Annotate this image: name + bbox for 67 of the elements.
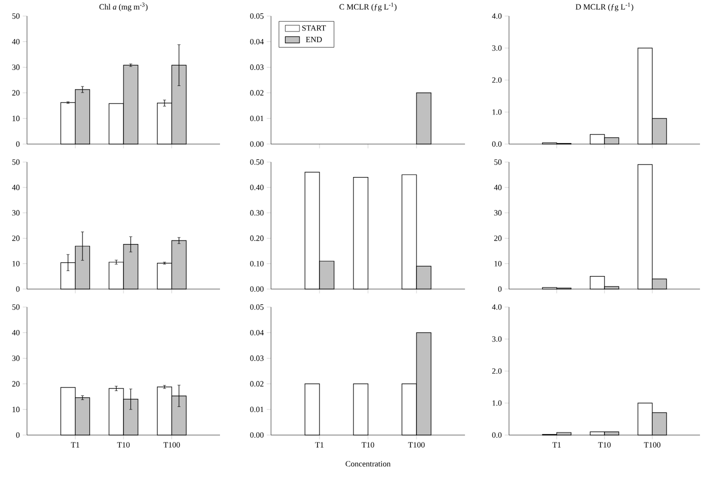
y-tick-label: 1.0 (492, 109, 502, 115)
y-tick-label: 1.0 (492, 400, 502, 406)
legend-label: END (306, 36, 322, 42)
y-tick-label: 0.03 (250, 64, 264, 70)
y-tick-label: 20 (12, 381, 20, 387)
y-tick-label: 0.03 (250, 356, 264, 361)
y-tick-label: 0.00 (250, 286, 264, 292)
x-tick-label: T1 (70, 442, 80, 448)
x-tick-label: T10 (117, 442, 130, 448)
y-tick-label: 0.05 (250, 13, 264, 19)
chart-title: D MCLR (ƒg L$^{-1}$) (576, 2, 634, 12)
y-tick-label: 40 (12, 184, 20, 190)
y-tick-label: 0.30 (250, 210, 264, 216)
y-tick-label: 50 (12, 13, 20, 19)
y-tick-label: 3.0 (492, 336, 502, 342)
y-tick-label: 50 (12, 304, 20, 310)
y-tick-label: 40 (12, 330, 20, 336)
y-tick-label: 3.0 (492, 45, 502, 51)
x-tick-label: T100 (644, 442, 660, 448)
y-tick-label: 30 (12, 64, 20, 70)
y-tick-label: 0.40 (250, 184, 264, 190)
y-tick-label: 0 (498, 286, 502, 292)
y-tick-label: 0.00 (250, 141, 264, 147)
y-tick-label: 0 (16, 286, 20, 292)
y-tick-label: 50 (12, 159, 20, 165)
y-tick-label: 20 (12, 90, 20, 96)
y-tick-label: 0.02 (250, 90, 264, 96)
y-tick-label: 40 (12, 38, 20, 44)
y-tick-label: 10 (494, 260, 502, 266)
chart-title: C MCLR (ƒg L$^{-1}$) (339, 2, 396, 12)
y-tick-label: 40 (494, 184, 502, 190)
y-tick-label: 20 (494, 236, 502, 241)
x-tick-label: T1 (552, 442, 561, 448)
y-tick-label: 0.50 (250, 159, 264, 165)
legend-label: START (302, 25, 326, 31)
y-tick-label: 0.10 (250, 260, 264, 266)
y-tick-label: 50 (494, 159, 502, 165)
y-tick-label: 2.0 (492, 77, 502, 83)
y-tick-label: 4.0 (492, 304, 502, 310)
y-tick-label: 0 (16, 141, 20, 147)
chart-title: Chl a (mg m$^{-3}$) (99, 2, 148, 12)
x-tick-label: T10 (362, 442, 374, 448)
y-tick-label: 4.0 (492, 13, 502, 19)
y-tick-label: 2.0 (492, 368, 502, 374)
x-tick-label: T10 (598, 442, 611, 448)
y-tick-label: 0 (16, 432, 20, 438)
x-tick-label: T1 (315, 442, 324, 448)
x-axis-title: Concentration (346, 461, 391, 466)
y-tick-label: 0.04 (250, 38, 264, 44)
y-tick-label: 20 (12, 236, 20, 241)
x-tick-label: T100 (408, 442, 425, 448)
y-tick-label: 0.0 (492, 432, 502, 438)
y-tick-label: 30 (12, 356, 20, 361)
y-tick-label: 0.0 (492, 141, 502, 147)
y-tick-label: 30 (494, 210, 502, 216)
y-tick-label: 0.01 (250, 406, 264, 412)
x-tick-label: T100 (163, 442, 180, 448)
y-tick-label: 10 (12, 116, 20, 122)
y-tick-label: 0.02 (250, 381, 264, 387)
y-tick-label: 10 (12, 406, 20, 412)
y-tick-label: 0.04 (250, 330, 264, 336)
y-tick-label: 0.01 (250, 116, 264, 122)
y-tick-label: 30 (12, 210, 20, 216)
y-tick-label: 10 (12, 260, 20, 266)
y-tick-label: 0.20 (250, 236, 264, 241)
y-tick-label: 0.00 (250, 432, 264, 438)
y-tick-label: 0.05 (250, 304, 264, 310)
